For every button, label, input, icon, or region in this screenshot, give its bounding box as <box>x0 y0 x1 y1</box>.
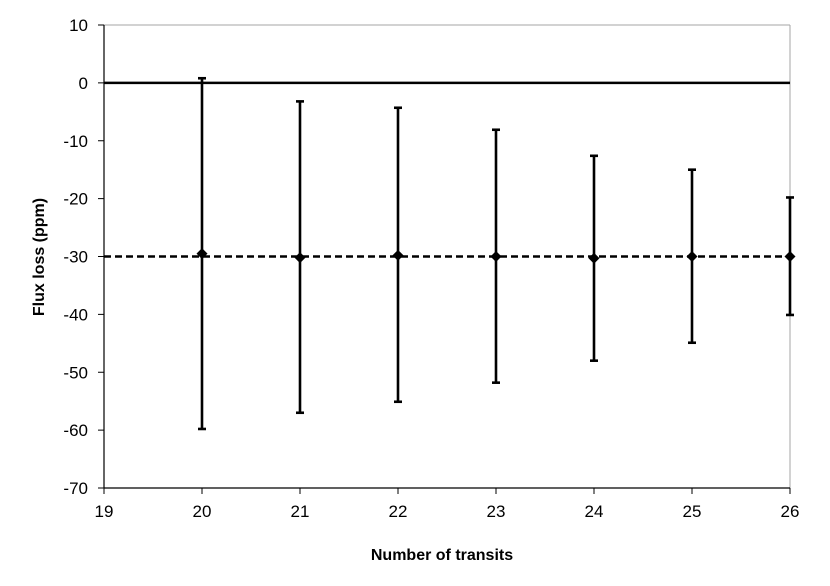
x-tick-label: 23 <box>487 502 506 521</box>
data-point <box>392 249 404 261</box>
data-point <box>784 251 796 262</box>
y-tick-label: -10 <box>63 132 88 151</box>
x-tick-label: 25 <box>683 502 702 521</box>
y-axis-title: Flux loss (ppm) <box>31 198 48 316</box>
y-tick-label: -60 <box>63 421 88 440</box>
y-tick-label: 10 <box>69 16 88 35</box>
data-point <box>686 251 698 262</box>
x-tick-label: 20 <box>193 502 212 521</box>
x-tick-label: 19 <box>95 502 114 521</box>
y-tick-label: -70 <box>63 479 88 498</box>
x-axis-title: Number of transits <box>371 547 513 564</box>
data-point <box>196 248 208 260</box>
data-point <box>588 252 600 264</box>
y-tick-label: -20 <box>63 190 88 209</box>
x-tick-label: 26 <box>781 502 800 521</box>
x-tick-label: 24 <box>585 502 604 521</box>
data-point <box>490 251 502 262</box>
data-point <box>294 252 306 264</box>
y-tick-label: -40 <box>63 305 88 324</box>
y-tick-label: -30 <box>63 248 88 267</box>
x-tick-label: 21 <box>291 502 310 521</box>
x-tick-label: 22 <box>389 502 408 521</box>
y-tick-label: 0 <box>79 74 88 93</box>
y-tick-label: -50 <box>63 363 88 382</box>
